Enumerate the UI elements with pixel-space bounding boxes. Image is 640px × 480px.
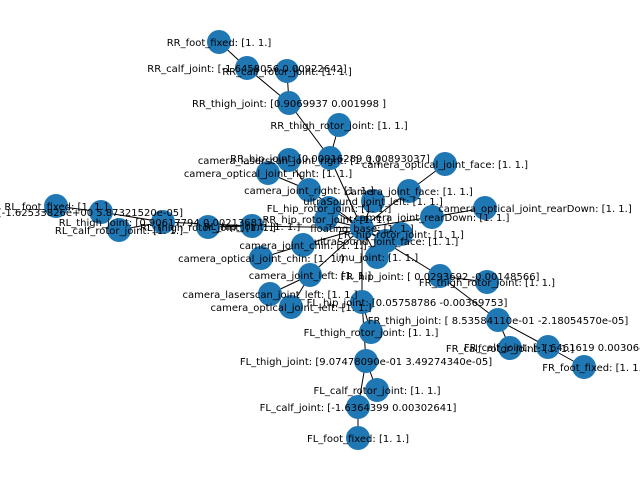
node-rl-foot-fixed: [44, 194, 68, 218]
node-label-rr-hip-joint: RR_hip_joint: [0.00916289 0.00893037]: [230, 154, 430, 165]
node-rr-hip-rotor-joint: [314, 207, 338, 231]
node-label-fr-thigh-joint: FR_thigh_joint: [ 8.53584110e-01 -2.1805…: [368, 316, 629, 327]
node-label-rl-thigh-joint: RL_thigh_joint: [0.90617794 0.00213681]: [59, 218, 268, 229]
node-fr-thigh-joint: [486, 308, 510, 332]
node-label-rr-foot-fixed: RR_foot_fixed: [1. 1.]: [167, 38, 272, 49]
node-label-fl-calf-joint: FL_calf_joint: [-1.6364399 0.00302641]: [260, 403, 457, 414]
node-label-imu-joint: imu_joint: [1. 1.]: [336, 253, 419, 264]
node-fr-foot-fixed: [572, 355, 596, 379]
node-rr-calf-joint: [235, 56, 259, 80]
node-camera-optical-joint-left: [279, 295, 303, 319]
node-label-fl-hip-joint: FL_hip_joint: [0.05758786 -0.00369753]: [307, 298, 508, 309]
node-label-fl-calf-rotor-joint: FL_calf_rotor_joint: [1. 1.]: [314, 386, 441, 397]
node-rr-thigh-rotor-joint: [327, 113, 351, 137]
node-label-rl-hip-joint: RL_hip_joint: [1. 1.]: [204, 222, 301, 233]
node-fl-thigh-rotor-joint: [359, 320, 383, 344]
node-label-rr-thigh-joint: RR_thigh_joint: [0.9069937 0.001998 ]: [192, 99, 386, 110]
labels-layer: RR_foot_fixed: [1. 1.] RR_calf_joint: [-1…: [0, 38, 640, 445]
node-label-rr-calf-joint: RR_calf_joint: [-1.6458056 0.00922642]: [147, 64, 347, 75]
node-fl-calf-joint: [346, 395, 370, 419]
node-camera-optical-joint-chin: [249, 246, 273, 270]
edge-fr_hip_joint-floating_base: [361, 227, 441, 277]
node-camera-optical-joint-right: [256, 161, 280, 185]
node-label-rl-thigh-rotor-joint: RL_thigh_rotor_joint: [1. 1.]: [140, 223, 276, 234]
node-label-floating-base: floating_base: [1. 1.]: [310, 224, 413, 235]
node-label-camera-joint-right: camera_joint_right: [1. 1.]: [244, 186, 374, 197]
node-label-fr-thigh-rotor-joint: FR_thigh_rotor_joint: [1. 1.]: [419, 278, 555, 289]
node-label-camera-laserscan-joint-left: camera_laserscan_joint_left: [1. 1.]: [182, 290, 357, 301]
node-floating-base: [350, 216, 374, 240]
node-fl-foot-fixed: [346, 426, 370, 450]
node-camera-optical-joint-reardown: [473, 196, 497, 220]
node-rl-calf-joint: [89, 200, 113, 224]
node-fr-calf-joint: [536, 335, 560, 359]
node-fl-thigh-joint: [354, 349, 378, 373]
node-fr-hip-joint: [428, 264, 452, 288]
node-label-camera-joint-chin: camera_joint_chin: [1. 1.]: [239, 241, 366, 252]
node-label-camera-joint-left: camera_joint_left: [1. 1.]: [249, 271, 372, 282]
node-camera-joint-right: [297, 178, 321, 202]
node-camera-joint-chin: [291, 233, 315, 257]
nodes-layer: [44, 30, 596, 450]
node-label-fr-foot-fixed: FR_foot_fixed: [1. 1.]: [542, 363, 640, 374]
node-label-rr-calf-rotor-joint: RR_calf_rotor_joint: [1. 1.]: [222, 67, 352, 78]
node-camera-optical-joint-face: [433, 152, 457, 176]
node-rl-thigh-joint: [151, 210, 175, 234]
node-camera-joint-face: [397, 179, 421, 203]
node-label-camera-optical-joint-face: camera_optical_joint_face: [1. 1.]: [362, 160, 528, 171]
node-ultrasound-joint-left: [361, 189, 385, 213]
node-label-fr-calf-rotor-joint: FR_calf_rotor_joint: [1. 1.]: [446, 344, 574, 355]
node-fl-calf-rotor-joint: [365, 378, 389, 402]
node-imu-joint: [365, 245, 389, 269]
node-rl-thigh-rotor-joint: [196, 215, 220, 239]
edge-rr_hip_joint-floating_base: [329, 157, 363, 229]
node-rr-foot-fixed: [207, 30, 231, 54]
node-rl-hip-joint: [240, 214, 264, 238]
node-label-fl-hip-rotor-joint: FL_hip_rotor_joint: [1. 1.]: [267, 204, 392, 215]
node-fl-hip-joint: [350, 290, 374, 314]
node-label-ultrasound-joint-left: ultraSound_joint_left: [1. 1.]: [303, 197, 443, 208]
node-label-rl-calf-joint: RL_calf_joint: [-1.62533826e+00 5.873215…: [0, 208, 183, 219]
node-label-camera-optical-joint-chin: camera_optical_joint_chin: [1. 1.]: [178, 254, 344, 265]
node-camera-joint-reardown: [420, 205, 444, 229]
node-label-fr-hip-joint: FR_hip_joint: [ 0.0293692 -0.00148566]: [341, 272, 540, 283]
node-camera-laserscan-joint-left: [258, 282, 282, 306]
edge-rl_hip_joint-floating_base: [251, 225, 363, 229]
node-label-camera-optical-joint-reardown: camera_optical_joint_rearDown: [1. 1.]: [438, 204, 632, 215]
node-camera-joint-left: [298, 263, 322, 287]
node-label-camera-joint-face: camera_joint_face: [1. 1.]: [345, 187, 473, 198]
node-camera-laserscan-joint-right: [277, 148, 301, 172]
node-label-fl-foot-fixed: FL_foot_fixed: [1. 1.]: [307, 434, 409, 445]
edge-fr_thigh_joint-fr_hip_joint: [439, 275, 499, 321]
node-rr-hip-joint: [318, 146, 342, 170]
node-fr-thigh-rotor-joint: [475, 270, 499, 294]
node-rr-calf-rotor-joint: [275, 59, 299, 83]
node-label-fl-thigh-joint: FL_thigh_joint: [9.07478090e-01 3.492743…: [240, 357, 492, 368]
node-label-rl-calf-rotor-joint: RL_calf_rotor_joint: [1. 1.]: [55, 226, 183, 237]
node-fr-calf-rotor-joint: [498, 336, 522, 360]
node-label-camera-joint-reardown: camera_joint_rearDown: [1. 1.]: [355, 213, 510, 224]
node-rr-thigh-joint: [277, 91, 301, 115]
node-label-rr-hip-rotor-joint: RR_hip_rotor_joint: [1. 1.]: [262, 215, 389, 226]
node-rl-calf-rotor-joint: [107, 218, 131, 242]
node-label-camera-optical-joint-left: camera_optical_joint_left: [1. 1.]: [210, 303, 371, 314]
node-label-fl-thigh-rotor-joint: FL_thigh_rotor_joint: [1. 1.]: [304, 328, 439, 339]
node-label-rl-foot-fixed: RL_foot_fixed: [1. 1.]: [4, 202, 107, 213]
node-label-rr-thigh-rotor-joint: RR_thigh_rotor_joint: [1. 1.]: [270, 121, 407, 132]
node-label-camera-laserscan-joint-right: camera_laserscan_joint_right: [1. 1.]: [198, 156, 380, 167]
node-label-fr-hip-rotor-joint: FR_hip_rotor_joint: [1. 1.]: [338, 230, 464, 241]
node-label-ultrasound-joint-face: ultraSound_joint_face: [1. 1.]: [314, 237, 459, 248]
node-label-fr-calf-joint: FR_calf_joint: [-1.6461619 0.00306493]: [464, 343, 640, 354]
node-label-camera-optical-joint-right: camera_optical_joint_right: [1. 1.]: [184, 169, 352, 180]
